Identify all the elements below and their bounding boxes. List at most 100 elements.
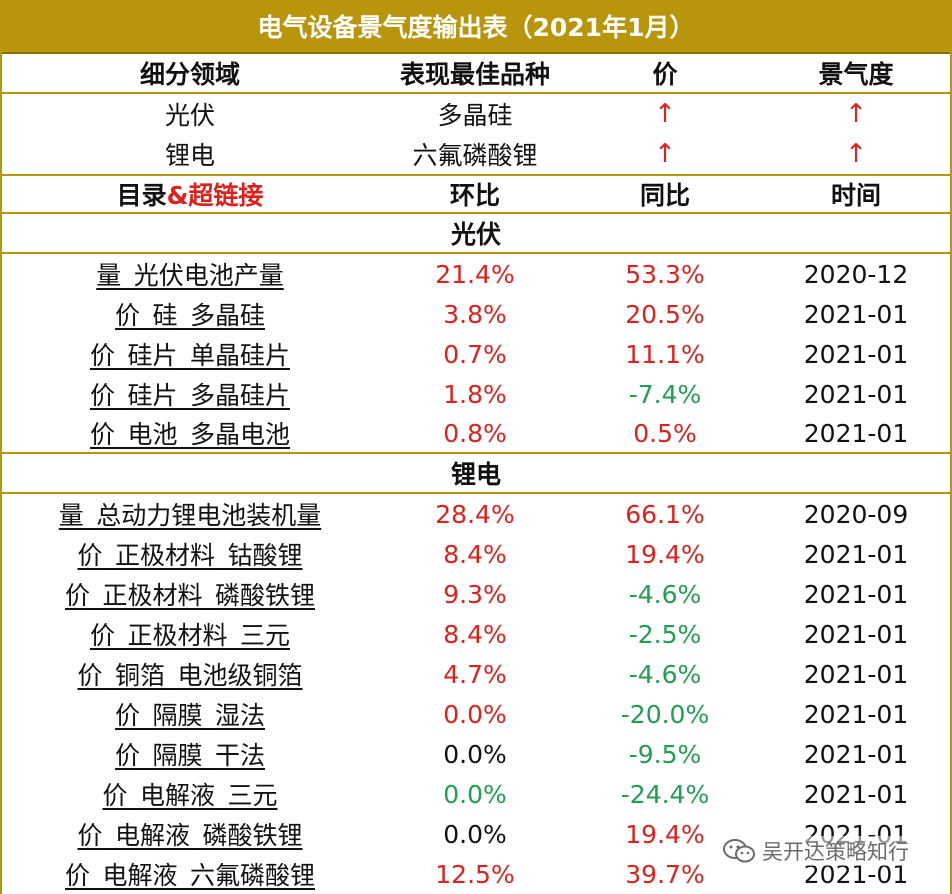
- catalog-link-cell: 量_光伏电池产量: [0, 256, 380, 292]
- time-value: 2021-01: [803, 779, 909, 809]
- mom-value-cell: 0.0%: [380, 780, 570, 809]
- catalog-link[interactable]: 价_硅_多晶硅: [114, 301, 265, 330]
- watermark-text: 吴开达策略知行: [762, 840, 909, 864]
- summary-header-best: 表现最佳品种: [399, 60, 550, 89]
- time-value: 2021-01: [803, 579, 909, 609]
- mom-value: 3.8%: [443, 299, 507, 329]
- detail-header-yoy: 同比: [639, 181, 690, 210]
- catalog-link[interactable]: 价_铜箔_电池级铜箔: [77, 661, 303, 690]
- yoy-value-cell: -20.0%: [570, 700, 760, 729]
- summary-best: 六氟磷酸锂: [412, 141, 538, 170]
- catalog-link-cell: 价_隔膜_干法: [0, 736, 380, 772]
- mom-value-cell: 0.0%: [380, 700, 570, 729]
- catalog-link[interactable]: 价_电解液_磷酸铁锂: [77, 821, 303, 850]
- time-value-cell: 2021-01: [760, 300, 952, 329]
- yoy-value: -20.0%: [620, 699, 710, 729]
- time-value-cell: 2021-01: [760, 780, 952, 809]
- time-value: 2020-12: [803, 259, 909, 289]
- catalog-link-cell: 价_硅片_单晶硅片: [0, 336, 380, 372]
- yoy-value-cell: 0.5%: [570, 419, 760, 448]
- catalog-link[interactable]: 价_正极材料_磷酸铁锂: [64, 581, 315, 610]
- yoy-value-cell: 19.4%: [570, 820, 760, 849]
- wechat-icon: [723, 839, 755, 863]
- table-row: 价_正极材料_钴酸锂 8.4% 19.4% 2021-01: [0, 534, 952, 574]
- table-row: 价_电解液_三元 0.0% -24.4% 2021-01: [0, 774, 952, 814]
- summary-row: 光伏 多晶硅 ↑ ↑: [0, 94, 952, 134]
- mom-value-cell: 8.4%: [380, 540, 570, 569]
- catalog-link[interactable]: 价_正极材料_钴酸锂: [77, 541, 303, 570]
- time-value: 2020-09: [803, 499, 909, 529]
- time-value-cell: 2020-09: [760, 500, 952, 529]
- table-row: 量_总动力锂电池装机量 28.4% 66.1% 2020-09: [0, 494, 952, 534]
- time-value-cell: 2021-01: [760, 580, 952, 609]
- section-header: 锂电: [0, 454, 952, 494]
- yoy-value-cell: 19.4%: [570, 540, 760, 569]
- catalog-link[interactable]: 量_总动力锂电池装机量: [58, 501, 322, 530]
- summary-header-prosperity: 景气度: [818, 60, 894, 89]
- yoy-value: 66.1%: [625, 499, 705, 529]
- catalog-link[interactable]: 量_光伏电池产量: [96, 261, 284, 290]
- yoy-value: 20.5%: [625, 299, 705, 329]
- time-value: 2021-01: [803, 699, 909, 729]
- catalog-link[interactable]: 价_隔膜_干法: [114, 741, 265, 770]
- catalog-link-cell: 价_正极材料_三元: [0, 616, 380, 652]
- yoy-value-cell: 39.7%: [570, 860, 760, 889]
- mom-value: 0.0%: [443, 779, 507, 809]
- up-arrow-icon: ↑: [654, 139, 676, 169]
- yoy-value: 39.7%: [625, 859, 705, 889]
- summary-header-price: 价: [652, 60, 678, 89]
- yoy-value-cell: -9.5%: [570, 740, 760, 769]
- time-value-cell: 2021-01: [760, 700, 952, 729]
- up-arrow-icon: ↑: [845, 139, 867, 169]
- catalog-link-cell: 价_正极材料_磷酸铁锂: [0, 576, 380, 612]
- mom-value-cell: 9.3%: [380, 580, 570, 609]
- catalog-link[interactable]: 价_电解液_三元: [102, 781, 278, 810]
- time-value: 2021-01: [803, 659, 909, 689]
- summary-sector: 锂电: [164, 141, 215, 170]
- yoy-value-cell: 20.5%: [570, 300, 760, 329]
- mom-value: 0.0%: [443, 699, 507, 729]
- yoy-value: -4.6%: [628, 579, 702, 609]
- mom-value: 0.0%: [443, 819, 507, 849]
- detail-header-row: 目录&超链接 环比 同比 时间: [0, 174, 952, 214]
- time-value: 2021-01: [803, 299, 909, 329]
- time-value: 2021-01: [803, 339, 909, 369]
- catalog-link-cell: 价_电解液_三元: [0, 776, 380, 812]
- catalog-link[interactable]: 价_电解液_六氟磷酸锂: [64, 861, 315, 890]
- catalog-link[interactable]: 价_硅片_单晶硅片: [89, 341, 290, 370]
- mom-value-cell: 0.8%: [380, 419, 570, 448]
- summary-header-sector: 细分领域: [139, 60, 240, 89]
- mom-value: 8.4%: [443, 619, 507, 649]
- yoy-value-cell: -4.6%: [570, 660, 760, 689]
- catalog-link-cell: 价_隔膜_湿法: [0, 696, 380, 732]
- table-row: 价_电池_多晶电池 0.8% 0.5% 2021-01: [0, 414, 952, 454]
- yoy-value-cell: 53.3%: [570, 260, 760, 289]
- table-row: 价_硅_多晶硅 3.8% 20.5% 2021-01: [0, 294, 952, 334]
- mom-value: 0.7%: [443, 339, 507, 369]
- time-value-cell: 2021-01: [760, 419, 952, 448]
- table-row: 价_正极材料_三元 8.4% -2.5% 2021-01: [0, 614, 952, 654]
- catalog-label: 目录: [116, 181, 167, 210]
- mom-value-cell: 21.4%: [380, 260, 570, 289]
- summary-row: 锂电 六氟磷酸锂 ↑ ↑: [0, 134, 952, 174]
- time-value: 2021-01: [803, 619, 909, 649]
- mom-value-cell: 28.4%: [380, 500, 570, 529]
- time-value-cell: 2021-01: [760, 340, 952, 369]
- yoy-value-cell: -2.5%: [570, 620, 760, 649]
- detail-header-time: 时间: [830, 181, 881, 210]
- table-row: 价_隔膜_干法 0.0% -9.5% 2021-01: [0, 734, 952, 774]
- mom-value: 21.4%: [435, 259, 515, 289]
- catalog-link-cell: 价_电池_多晶电池: [0, 415, 380, 451]
- yoy-value-cell: 11.1%: [570, 340, 760, 369]
- catalog-link[interactable]: 价_电池_多晶电池: [89, 420, 290, 449]
- mom-value: 0.8%: [443, 418, 507, 448]
- catalog-link-cell: 价_正极材料_钴酸锂: [0, 536, 380, 572]
- catalog-link[interactable]: 价_硅片_多晶硅片: [89, 381, 290, 410]
- mom-value-cell: 12.5%: [380, 860, 570, 889]
- up-arrow-icon: ↑: [654, 99, 676, 129]
- catalog-link[interactable]: 价_隔膜_湿法: [114, 701, 265, 730]
- mom-value-cell: 8.4%: [380, 620, 570, 649]
- catalog-link[interactable]: 价_正极材料_三元: [89, 621, 290, 650]
- hyperlink-label: &超链接: [166, 181, 264, 210]
- catalog-link-cell: 量_总动力锂电池装机量: [0, 496, 380, 532]
